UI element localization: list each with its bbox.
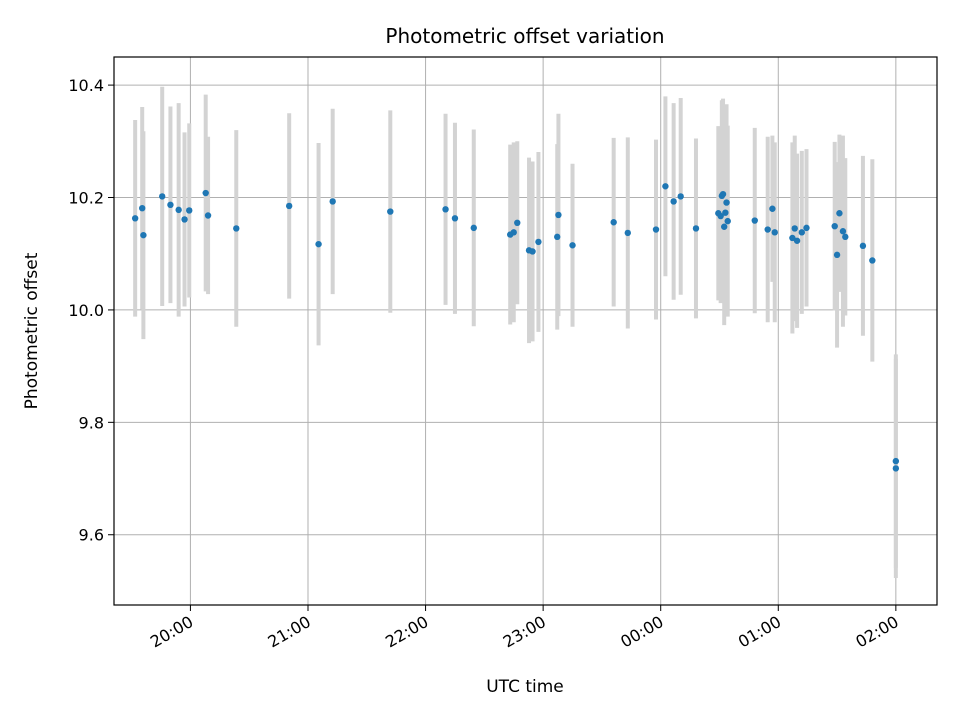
data-point [387, 208, 394, 215]
data-point [803, 224, 810, 232]
data-point [839, 228, 847, 235]
data-point [677, 193, 684, 200]
data-point [554, 233, 561, 241]
data-point [791, 225, 798, 232]
data-point [510, 229, 517, 236]
data-point [514, 219, 521, 227]
data-point [451, 215, 459, 222]
y-axis-label: Photometric offset [22, 252, 42, 409]
x-axis-label: UTC time [486, 677, 564, 697]
data-point [859, 242, 867, 250]
data-point [869, 257, 876, 264]
data-point [751, 217, 758, 224]
data-point [892, 457, 900, 465]
plot-frame [113, 56, 938, 606]
data-point [831, 222, 838, 230]
data-point [555, 211, 562, 219]
data-point [186, 207, 193, 214]
data-point [793, 237, 801, 244]
data-point [610, 219, 617, 226]
chart-title: Photometric offset variation [385, 24, 664, 48]
data-point [798, 229, 805, 236]
data-point [720, 223, 728, 230]
y-tick-label: 10.4 [68, 76, 104, 95]
data-point [329, 198, 336, 205]
data-point [202, 189, 209, 197]
data-point [204, 212, 212, 219]
data-point [842, 233, 849, 241]
data-point [717, 212, 724, 220]
data-point [789, 234, 796, 242]
data-point [662, 183, 669, 190]
data-point [181, 216, 188, 223]
data-point [167, 201, 174, 209]
data-point [131, 215, 139, 222]
data-point [692, 225, 700, 232]
data-point [442, 206, 449, 213]
data-point [719, 190, 727, 198]
data-point [764, 226, 771, 233]
data-point [769, 205, 776, 212]
data-point [175, 206, 182, 214]
y-tick-label: 9.8 [79, 413, 104, 432]
data-point [535, 238, 542, 246]
data-point [652, 226, 660, 233]
data-point [529, 248, 536, 255]
data-point [771, 229, 778, 236]
data-point [624, 229, 631, 237]
data-point [233, 225, 240, 232]
y-tick-label: 10.2 [68, 189, 104, 208]
y-tick-label: 9.6 [79, 526, 104, 545]
data-points [131, 183, 900, 472]
data-point [139, 204, 146, 212]
data-point [140, 231, 147, 239]
y-tick-label: 10.0 [68, 301, 104, 320]
data-point [285, 202, 293, 210]
data-point [470, 224, 477, 232]
data-point [569, 242, 576, 249]
data-point [722, 209, 729, 216]
data-point [159, 193, 166, 200]
data-point [833, 251, 841, 259]
data-point [836, 210, 843, 217]
data-point [670, 198, 677, 205]
data-point [724, 217, 731, 225]
data-point [315, 240, 322, 248]
data-point [723, 199, 730, 206]
data-point [892, 465, 900, 472]
